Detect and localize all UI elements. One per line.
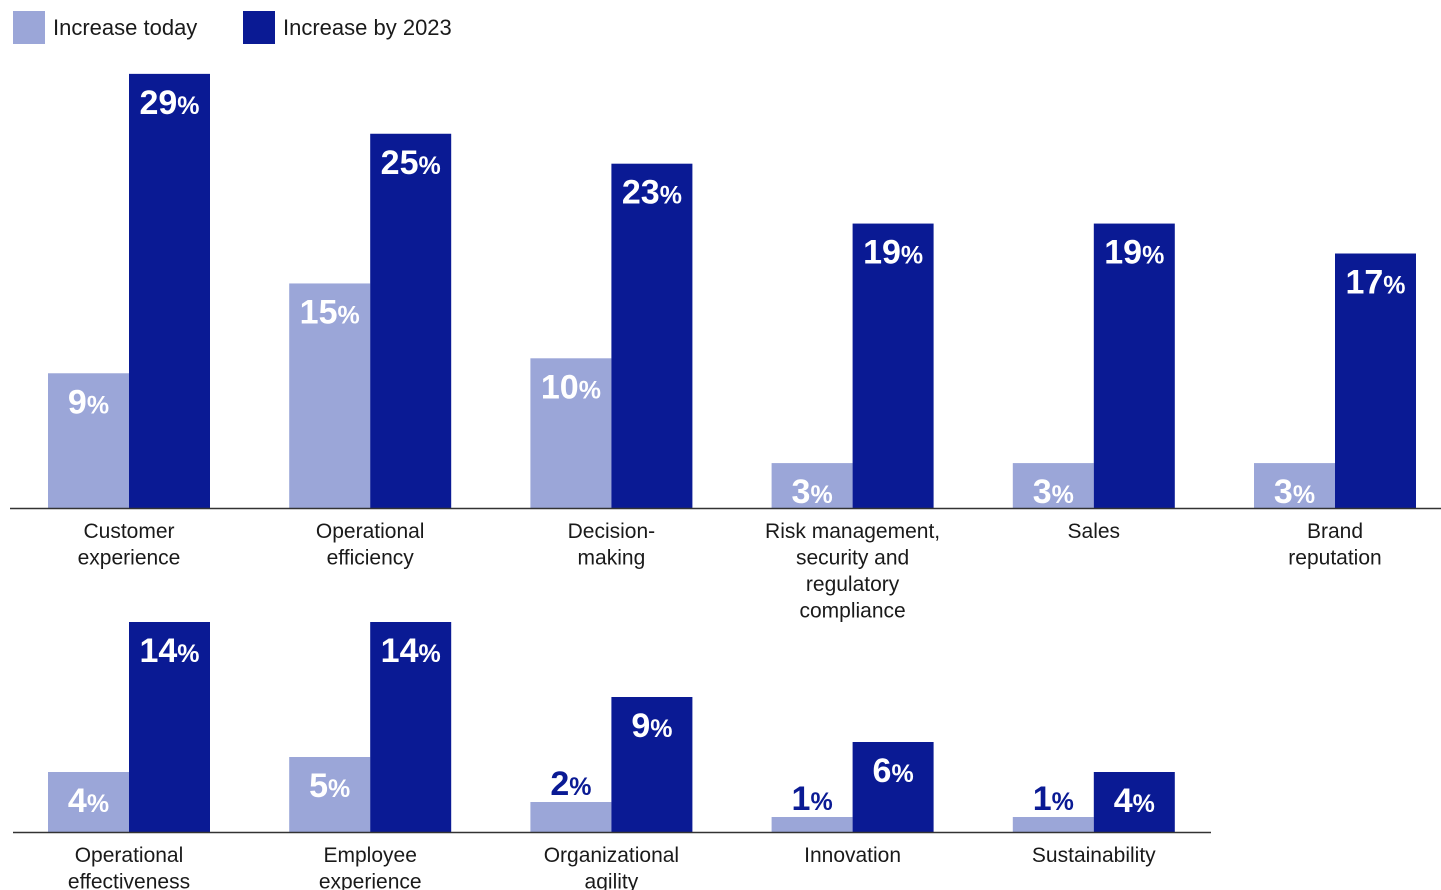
bar-increase-2023: [370, 133, 452, 508]
bar-group: 1% 4% Sustainability: [1012, 772, 1175, 867]
category-label: Employee experience: [319, 844, 422, 890]
bar-increase-2023: [611, 697, 693, 832]
data-label-today: 3%: [1033, 473, 1074, 511]
legend-label-future: Increase by 2023: [283, 15, 452, 40]
data-label-2023: 29%: [139, 84, 199, 122]
bar-group: 3% 19% Sales: [1012, 223, 1175, 543]
data-label-2023: 19%: [863, 234, 923, 272]
bar-increase-today: [1012, 817, 1094, 832]
bar-increase-2023: [852, 742, 934, 832]
chart-panel-1: 9% 29% Customer experience 15% 25% Operational…: [10, 73, 1441, 623]
data-label-today: 2%: [550, 765, 591, 803]
bar-increase-2023: [611, 163, 693, 508]
data-label-today: 9%: [68, 383, 109, 421]
bar-increase-2023: [1093, 223, 1175, 508]
bar-increase-2023: [370, 622, 452, 832]
legend: Increase today Increase by 2023: [13, 11, 452, 44]
data-label-2023: 23%: [622, 174, 682, 212]
data-label-today: 10%: [541, 368, 601, 406]
bar-group: 3% 17% Brand reputation: [1254, 253, 1416, 570]
legend-swatch-future: [243, 11, 275, 44]
data-label-today: 3%: [792, 473, 833, 511]
bar-increase-today: [48, 772, 129, 832]
data-label-2023: 4%: [1114, 782, 1155, 820]
bar-group: 2% 9% Organizational agility: [530, 697, 693, 890]
bar-increase-today: [1012, 463, 1094, 508]
data-label-2023: 17%: [1345, 264, 1405, 302]
category-label: Innovation: [804, 844, 901, 867]
bar-increase-today: [530, 358, 612, 508]
data-label-today: 4%: [68, 782, 109, 820]
category-label: Operational efficiency: [316, 520, 425, 570]
data-label-today: 1%: [1033, 780, 1074, 818]
chart-panels: 9% 29% Customer experience 15% 25% Operational…: [10, 73, 1441, 890]
bar-increase-today: [1254, 463, 1335, 508]
bar-increase-2023: [852, 223, 934, 508]
data-label-today: 15%: [300, 293, 360, 331]
bar-increase-today: [48, 373, 129, 508]
chart-panel-2: 4% 14% Operational effectiveness 5% 14% Employ…: [13, 622, 1211, 890]
bar-group: 4% 14% Operational effectiveness: [48, 622, 210, 890]
bar-increase-today: [771, 463, 853, 508]
bar-group: 3% 19% Risk management, security and regulat…: [765, 223, 940, 623]
category-label: Customer experience: [78, 520, 181, 570]
category-label: Operational effectiveness: [68, 844, 190, 890]
legend-swatch-today: [13, 11, 45, 44]
data-label-2023: 14%: [381, 632, 441, 670]
category-label: Brand reputation: [1288, 520, 1381, 570]
data-label-today: 5%: [309, 767, 350, 805]
data-label-2023: 25%: [381, 144, 441, 182]
bar-increase-today: [530, 802, 612, 832]
legend-label-today: Increase today: [53, 15, 197, 40]
category-label: Sales: [1068, 520, 1121, 543]
category-label: Sustainability: [1032, 844, 1156, 867]
data-label-today: 3%: [1274, 473, 1315, 511]
bar-group: 5% 14% Employee experience: [289, 622, 452, 890]
data-label-2023: 6%: [873, 752, 914, 790]
bar-increase-2023: [1093, 772, 1175, 832]
data-label-2023: 14%: [139, 632, 199, 670]
bar-increase-today: [771, 817, 853, 832]
bar-group: 15% 25% Operational efficiency: [289, 133, 452, 570]
category-label: Decision-making: [568, 520, 656, 570]
bar-increase-2023: [1335, 253, 1416, 508]
bar-increase-2023: [129, 73, 210, 509]
bar-increase-today: [289, 757, 371, 832]
bar-group: 9% 29% Customer experience: [48, 73, 210, 570]
data-label-2023: 19%: [1104, 234, 1164, 272]
bar-group: 10% 23% Decision-making: [530, 163, 693, 570]
bar-group: 1% 6% Innovation: [771, 742, 934, 867]
category-label: Risk management, security and regulatory co…: [765, 520, 940, 623]
category-label: Organizational agility: [544, 844, 679, 890]
data-label-today: 1%: [792, 780, 833, 818]
bar-increase-today: [289, 283, 371, 508]
data-label-2023: 9%: [631, 707, 672, 745]
bar-increase-2023: [129, 622, 210, 832]
